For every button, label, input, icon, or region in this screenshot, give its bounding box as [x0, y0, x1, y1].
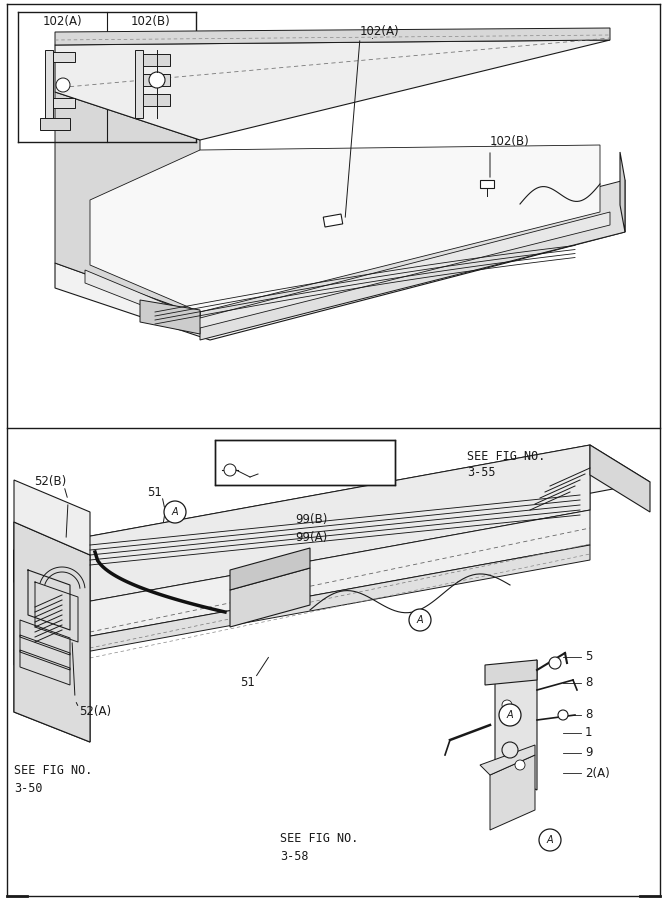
Polygon shape [143, 54, 170, 66]
Polygon shape [230, 568, 310, 627]
Polygon shape [620, 152, 625, 232]
Text: SEE FIG NO.: SEE FIG NO. [467, 451, 546, 464]
Polygon shape [45, 50, 53, 118]
Polygon shape [14, 445, 650, 590]
Text: 1: 1 [585, 726, 592, 740]
Polygon shape [143, 94, 170, 106]
Text: SEE FIG NO.: SEE FIG NO. [280, 832, 358, 844]
Polygon shape [55, 28, 610, 45]
Text: 51: 51 [241, 676, 255, 688]
Text: 52(A): 52(A) [79, 706, 111, 718]
Polygon shape [590, 445, 650, 512]
Polygon shape [14, 445, 590, 615]
Polygon shape [135, 50, 143, 118]
Polygon shape [230, 548, 310, 590]
Polygon shape [14, 522, 90, 742]
Polygon shape [53, 98, 75, 108]
Polygon shape [485, 660, 537, 685]
Circle shape [499, 704, 521, 726]
Polygon shape [140, 300, 200, 334]
Circle shape [502, 700, 512, 710]
Text: 3-55: 3-55 [467, 465, 496, 479]
Text: SEE FIG NO.: SEE FIG NO. [14, 763, 92, 777]
Polygon shape [14, 480, 90, 555]
Text: A: A [171, 507, 178, 517]
Circle shape [549, 657, 561, 669]
Polygon shape [480, 745, 535, 775]
Polygon shape [55, 205, 625, 340]
Text: 5: 5 [585, 651, 592, 663]
Polygon shape [200, 180, 625, 340]
Polygon shape [495, 660, 537, 790]
Circle shape [409, 609, 431, 631]
Bar [480, 180, 494, 188]
Circle shape [164, 501, 186, 523]
Text: SEE FIG NO.: SEE FIG NO. [266, 446, 344, 460]
Polygon shape [55, 40, 610, 140]
Polygon shape [14, 545, 590, 665]
Circle shape [149, 72, 165, 88]
Text: A: A [417, 615, 424, 625]
Polygon shape [14, 475, 590, 622]
Polygon shape [490, 755, 535, 830]
Polygon shape [14, 510, 590, 650]
Polygon shape [90, 145, 600, 312]
Circle shape [539, 829, 561, 851]
Text: 8: 8 [585, 708, 592, 722]
Circle shape [515, 760, 525, 770]
Text: 3-50: 3-50 [291, 465, 319, 479]
Polygon shape [40, 118, 70, 130]
Circle shape [558, 710, 568, 720]
Circle shape [224, 464, 236, 476]
Polygon shape [55, 92, 200, 315]
Text: A: A [507, 710, 514, 720]
Text: 51: 51 [147, 485, 163, 499]
Circle shape [56, 78, 70, 92]
Polygon shape [14, 550, 75, 622]
Polygon shape [85, 212, 610, 328]
Text: 2(A): 2(A) [585, 767, 610, 779]
Text: 99(B): 99(B) [295, 514, 327, 526]
Polygon shape [143, 74, 170, 86]
Text: 99(A): 99(A) [295, 530, 327, 544]
Polygon shape [215, 440, 395, 485]
Text: 8: 8 [585, 677, 592, 689]
Polygon shape [53, 52, 75, 62]
Text: 9: 9 [585, 746, 592, 760]
Text: 3-58: 3-58 [280, 850, 309, 862]
Text: 102(A): 102(A) [42, 15, 82, 29]
Text: 52(B): 52(B) [34, 475, 66, 489]
Text: 3-50: 3-50 [14, 781, 43, 795]
Text: A: A [547, 835, 554, 845]
Polygon shape [14, 522, 90, 742]
Bar [323, 214, 343, 227]
Text: 102(B): 102(B) [131, 15, 171, 29]
Text: 102(A): 102(A) [360, 25, 400, 39]
Circle shape [502, 742, 518, 758]
Text: 102(B): 102(B) [490, 136, 530, 149]
